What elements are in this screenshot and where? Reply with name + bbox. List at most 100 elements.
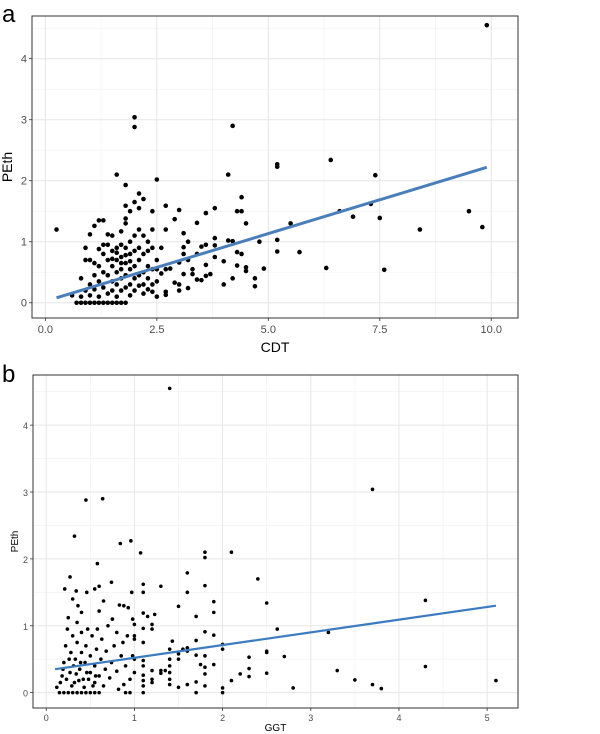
data-point [185, 285, 191, 291]
data-point [159, 245, 164, 251]
y-tick-label: 1 [23, 622, 28, 632]
panel-label: b [2, 361, 15, 388]
data-point [185, 590, 190, 595]
data-point [176, 652, 181, 656]
data-point [176, 207, 182, 213]
data-point [145, 263, 151, 269]
data-point [101, 269, 106, 275]
data-point [68, 670, 72, 675]
data-point [136, 283, 142, 288]
data-point [141, 251, 146, 257]
data-point [176, 282, 182, 287]
data-point [141, 664, 146, 668]
data-point [74, 672, 79, 676]
data-point [141, 291, 146, 296]
data-point [129, 590, 134, 595]
data-point [114, 669, 119, 674]
data-point [114, 250, 120, 256]
data-point [328, 157, 334, 163]
data-point [176, 288, 182, 293]
data-point [154, 294, 160, 299]
data-point [150, 282, 155, 287]
data-point [194, 653, 198, 657]
data-point [132, 263, 137, 269]
data-point [86, 677, 91, 682]
data-point [291, 686, 295, 690]
data-point [91, 684, 95, 688]
data-point [130, 617, 135, 621]
data-point [88, 670, 93, 675]
x-tick-label: 10.0 [481, 324, 502, 336]
data-point [109, 233, 115, 238]
data-point [373, 172, 378, 178]
data-point [199, 277, 204, 283]
data-point [159, 668, 163, 673]
x-tick-label: 0 [44, 713, 49, 723]
data-point [172, 216, 177, 222]
data-point [234, 263, 240, 268]
data-point [84, 690, 88, 695]
data-point [239, 208, 244, 214]
data-point [75, 640, 79, 645]
data-point [211, 662, 216, 667]
data-point [141, 690, 146, 695]
data-point [181, 251, 186, 257]
data-point [116, 687, 121, 692]
data-point [163, 266, 169, 272]
data-point [150, 680, 154, 685]
data-point [132, 124, 137, 130]
data-point [75, 620, 79, 625]
data-point [203, 583, 207, 588]
data-point [79, 610, 84, 615]
data-point [194, 220, 200, 226]
data-point [167, 677, 172, 682]
data-point [230, 123, 235, 129]
data-point [96, 279, 102, 284]
data-point [87, 282, 93, 287]
data-point [141, 673, 146, 678]
data-point [90, 633, 94, 638]
data-point [132, 199, 137, 205]
data-point [194, 614, 198, 619]
y-tick-label: 4 [21, 54, 27, 66]
data-point [203, 672, 207, 676]
data-point [58, 680, 63, 685]
data-point [203, 262, 209, 268]
data-point [274, 237, 280, 243]
data-point [78, 660, 83, 665]
data-point [136, 191, 142, 196]
data-point [185, 571, 190, 575]
data-point [101, 251, 106, 257]
data-point [239, 194, 244, 200]
data-point [243, 221, 249, 226]
data-point [84, 670, 89, 675]
data-point [114, 294, 120, 299]
chart-panel-b: b 0 1 2 3 4 5 0 1 2 3 4 GGT PEth [2, 361, 519, 734]
data-point [234, 208, 240, 214]
data-point [167, 386, 172, 391]
data-point [84, 644, 88, 648]
data-point [198, 662, 203, 667]
data-point [92, 680, 97, 685]
data-point [119, 654, 123, 658]
data-point [79, 690, 84, 695]
data-point [128, 677, 132, 682]
data-point [239, 251, 244, 257]
data-point [62, 587, 67, 591]
y-tick-label: 0 [21, 298, 27, 310]
data-point [167, 682, 172, 687]
data-point [112, 644, 116, 648]
x-tick-label: 2 [220, 713, 225, 723]
data-point [150, 208, 155, 214]
data-point [274, 164, 280, 169]
data-point [145, 287, 151, 292]
data-point [96, 263, 102, 269]
data-point [154, 177, 160, 182]
y-tick-label: 1 [21, 237, 27, 249]
data-point [132, 288, 137, 293]
data-point [150, 245, 155, 251]
data-point [70, 597, 75, 601]
data-point [203, 665, 207, 670]
data-point [97, 690, 101, 695]
